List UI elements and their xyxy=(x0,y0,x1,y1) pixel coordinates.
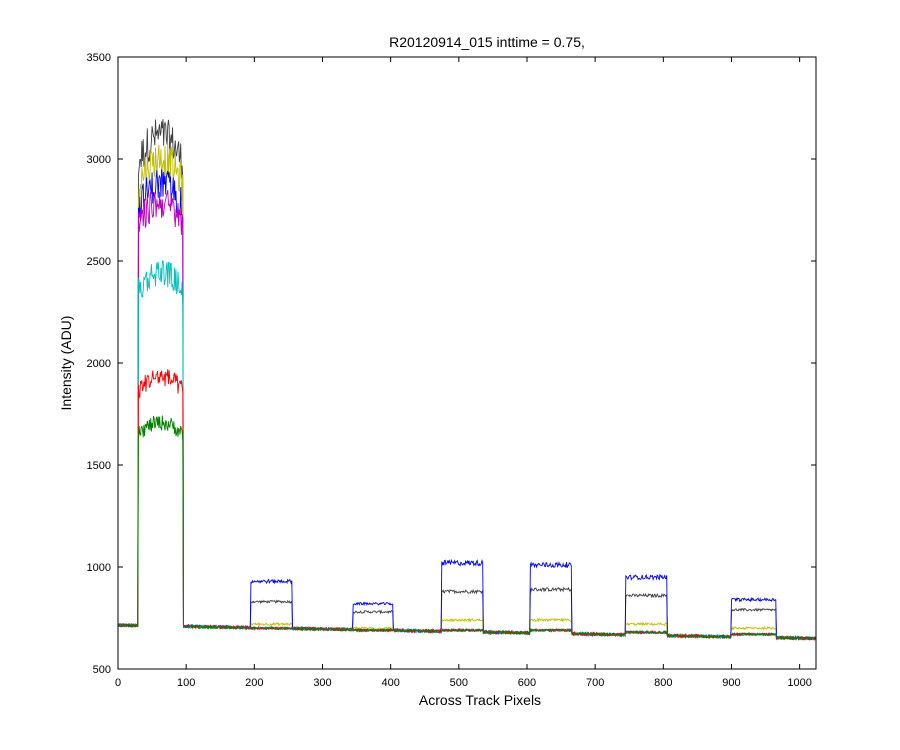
y-tick-label: 3000 xyxy=(87,154,111,166)
y-tick-label: 1000 xyxy=(87,562,111,574)
series-line xyxy=(117,169,817,641)
series-line xyxy=(117,259,817,641)
x-tick-label: 700 xyxy=(586,677,604,689)
x-tick-label: 300 xyxy=(313,677,331,689)
plot-frame xyxy=(117,56,817,670)
y-tick-label: 1500 xyxy=(87,460,111,472)
series-line xyxy=(117,415,817,641)
axis-layer: 0 100 200 300 400 500 600 700 800 900 1000 500 1000 1… xyxy=(87,52,816,689)
series-layer xyxy=(117,119,817,642)
y-tick-label: 2000 xyxy=(87,358,111,370)
series-line xyxy=(117,144,817,641)
series-line xyxy=(117,119,817,641)
y-tick-label: 3500 xyxy=(87,52,111,64)
x-tick-label: 0 xyxy=(115,677,121,689)
y-tick-label: 2500 xyxy=(87,256,111,268)
x-tick-label: 1000 xyxy=(787,677,811,689)
x-axis-label: Across Track Pixels xyxy=(419,692,541,708)
x-tick-label: 400 xyxy=(381,677,399,689)
x-tick-label: 900 xyxy=(722,677,740,689)
y-tick-label: 500 xyxy=(93,664,111,676)
chart-title: R20120914_015 inttime = 0.75, xyxy=(389,34,585,50)
x-tick-label: 100 xyxy=(177,677,195,689)
series-line xyxy=(117,369,817,642)
y-axis-label: Intensity (ADU) xyxy=(58,316,74,411)
x-tick-label: 200 xyxy=(245,677,263,689)
x-tick-label: 600 xyxy=(518,677,536,689)
x-tick-label: 800 xyxy=(654,677,672,689)
x-tick-label: 500 xyxy=(450,677,468,689)
series-line xyxy=(117,190,817,641)
